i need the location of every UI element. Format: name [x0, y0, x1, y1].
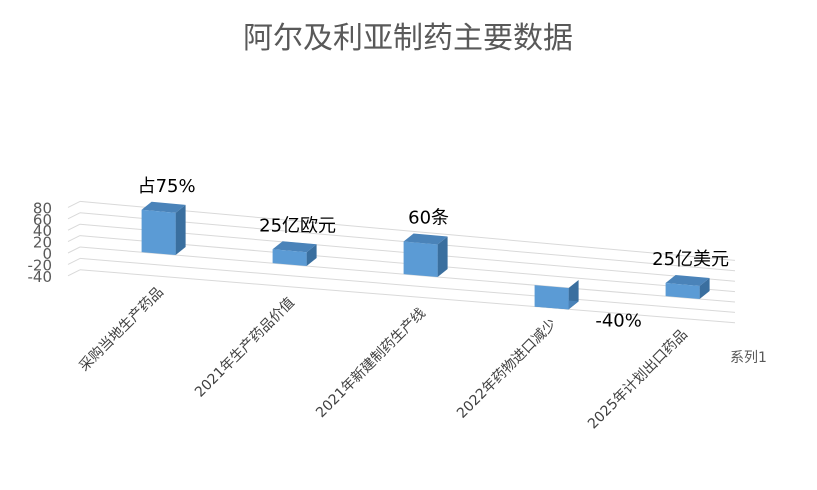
- bar-top-face: [665, 275, 710, 286]
- x-tick-label: 2021年新建制药生产线: [313, 305, 429, 421]
- bar-top-face: [141, 201, 186, 213]
- bar-top-face: [272, 241, 317, 253]
- gridline-foot: [67, 200, 81, 208]
- bar: [665, 275, 710, 300]
- gridline: [79, 246, 736, 303]
- bar-front-face: [665, 283, 700, 300]
- bar-front-face: [403, 241, 438, 278]
- y-tick-label: 80: [33, 199, 52, 217]
- bar-side-face: [175, 204, 186, 256]
- bar-side-face: [437, 236, 448, 278]
- bar: [141, 201, 186, 256]
- chart-title: 阿尔及利亚制药主要数据: [243, 21, 573, 56]
- x-tick-label: 2022年药物进口减少: [454, 316, 560, 422]
- gridline-foot: [67, 235, 81, 243]
- gridline-foot: [67, 246, 81, 254]
- bar-top-face: [403, 233, 448, 245]
- gridline: [79, 200, 736, 261]
- y-tick-label: -40: [28, 268, 53, 286]
- data-label: 25亿欧元: [259, 215, 336, 236]
- x-tick-label: 2025年计划出口药品: [585, 327, 691, 433]
- gridline: [79, 257, 736, 313]
- bar-front-face: [141, 209, 176, 256]
- y-tick-label: 0: [42, 245, 52, 263]
- x-axis-labels: 采购当地生产药品 2021年生产药品价值 2021年新建制药生产线 2022年药物进口…: [76, 284, 691, 432]
- y-tick-label: 40: [33, 222, 52, 240]
- gridline-foot: [67, 257, 81, 265]
- x-tick-label: 2021年生产药品价值: [192, 295, 298, 401]
- bar-side-face: [306, 244, 317, 267]
- bar-side-face: [699, 277, 710, 300]
- data-labels: 占75% 25亿欧元 60条 -40% 25亿美元: [138, 176, 729, 332]
- bar: [403, 233, 448, 278]
- bar-front-face: [272, 249, 307, 267]
- bars: [141, 201, 710, 310]
- legend-series-name: 系列1: [730, 350, 767, 366]
- gridline-foot: [67, 223, 81, 231]
- bar: [534, 280, 579, 310]
- data-label: 60条: [408, 207, 449, 228]
- x-tick-label: 采购当地生产药品: [76, 284, 167, 375]
- data-label: 占75%: [138, 176, 196, 197]
- gridline: [79, 269, 736, 324]
- gridline-foot: [67, 269, 81, 277]
- y-tick-label: 20: [33, 234, 52, 252]
- bar: [272, 241, 317, 267]
- gridline-foot: [67, 212, 81, 220]
- y-tick-label: 60: [33, 211, 52, 229]
- y-tick-label: -20: [28, 256, 53, 274]
- bar-front-face: [534, 285, 569, 310]
- data-label: -40%: [595, 311, 642, 332]
- data-label: 25亿美元: [652, 249, 729, 270]
